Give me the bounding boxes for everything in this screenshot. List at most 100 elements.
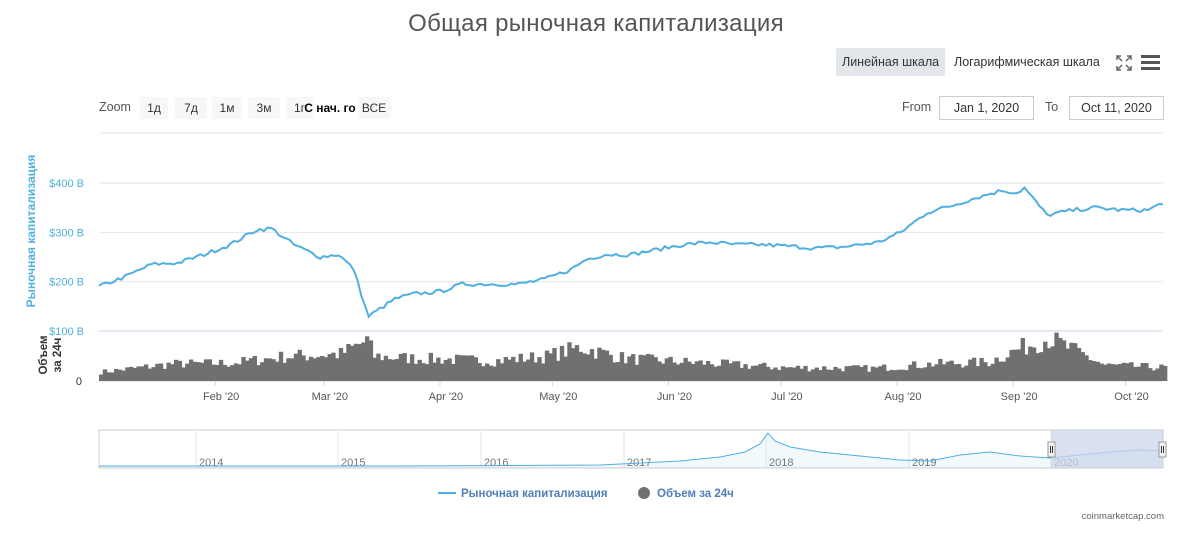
- range-from-input[interactable]: Jan 1, 2020: [939, 96, 1034, 120]
- volume-bar: [578, 351, 583, 381]
- volume-bar: [619, 352, 625, 381]
- volume-bar: [983, 362, 988, 381]
- x-tick-label: Sep '20: [1001, 391, 1038, 403]
- volume-bar: [709, 364, 715, 381]
- volume-bar: [263, 358, 269, 381]
- log-scale-button[interactable]: Логарифмическая шкала: [948, 48, 1106, 76]
- volume-bar: [642, 355, 647, 381]
- volume-bar: [1151, 370, 1157, 381]
- volume-bar: [320, 356, 325, 381]
- volume-bar: [1118, 363, 1123, 381]
- zoom-1y-button[interactable]: 1г: [286, 97, 314, 119]
- volume-bar: [1163, 365, 1168, 381]
- volume-bar: [1091, 361, 1097, 381]
- volume-bar: [466, 355, 471, 381]
- volume-bar: [1084, 355, 1089, 381]
- volume-bar: [151, 367, 156, 381]
- volume-bar: [825, 369, 831, 381]
- volume-bar: [267, 358, 272, 381]
- chart-title: Общая рыночная капитализация: [408, 10, 784, 37]
- volume-bar: [604, 350, 610, 381]
- linear-scale-button[interactable]: Линейная шкала: [836, 48, 946, 76]
- volume-bar: [541, 363, 546, 381]
- x-tick-label: Oct '20: [1114, 391, 1149, 403]
- x-tick-label: Aug '20: [885, 391, 922, 403]
- volume-bar: [938, 358, 943, 381]
- zoom-1d-button[interactable]: 1д: [140, 97, 168, 119]
- volume-bar: [514, 362, 520, 381]
- volume-bar: [286, 358, 291, 381]
- x-tick-label: May '20: [539, 391, 577, 403]
- navigator-handle[interactable]: [1158, 441, 1167, 458]
- volume-bar: [282, 362, 287, 381]
- volume-bar: [878, 366, 883, 381]
- volume-bar: [398, 353, 404, 381]
- volume-bar: [492, 366, 497, 381]
- volume-bar: [394, 358, 400, 381]
- volume-bar: [941, 364, 947, 381]
- volume-bar: [679, 362, 685, 381]
- range-to-input[interactable]: Oct 11, 2020: [1069, 96, 1164, 120]
- x-tick-label: Mar '20: [312, 391, 348, 403]
- volume-bar: [128, 366, 134, 381]
- volume-bar: [544, 350, 550, 381]
- volume-bar: [863, 365, 868, 381]
- volume-bar: [586, 354, 591, 381]
- volume-bar: [623, 363, 628, 381]
- volume-bar: [102, 369, 108, 381]
- zoom-ytd-button[interactable]: С нач. го: [304, 101, 356, 115]
- volume-bar: [526, 359, 531, 381]
- volume-bar: [1148, 368, 1153, 381]
- fullscreen-icon[interactable]: [1116, 55, 1132, 71]
- volume-bar: [803, 365, 808, 381]
- volume-bar: [627, 356, 632, 381]
- legend-label-volume[interactable]: Объем за 24ч: [657, 488, 734, 500]
- volume-bar: [308, 356, 314, 381]
- volume-bar: [106, 372, 111, 381]
- volume-bar: [799, 368, 804, 381]
- volume-bar: [140, 366, 145, 381]
- zoom-1m-button[interactable]: 1м: [212, 97, 242, 119]
- y-tick-label: $200 B: [49, 277, 84, 289]
- volume-bar: [458, 355, 464, 381]
- volume-bar: [634, 364, 640, 381]
- zoom-7d-button[interactable]: 7д: [175, 97, 207, 119]
- volume-bar: [537, 357, 542, 381]
- volume-bar: [338, 347, 344, 381]
- volume-bar: [166, 362, 171, 381]
- volume-bar: [934, 364, 939, 381]
- volume-bar: [968, 359, 973, 381]
- navigator-handle[interactable]: [1047, 441, 1056, 458]
- menu-icon[interactable]: [1141, 54, 1161, 70]
- volume-bar: [833, 366, 838, 381]
- volume-bar: [1076, 347, 1082, 381]
- legend-marker-volume: [638, 487, 650, 499]
- volume-bar: [342, 352, 347, 381]
- volume-bar: [383, 355, 389, 381]
- y2-tick-label: 0: [76, 376, 82, 388]
- volume-bar: [1016, 349, 1022, 381]
- volume-bar: [956, 363, 962, 381]
- navigator-frame: [98, 429, 1164, 469]
- volume-bar: [930, 366, 936, 381]
- volume-bar: [923, 367, 928, 381]
- legend-label-market-cap[interactable]: Рыночная капитализация: [461, 488, 607, 500]
- volume-bar: [994, 357, 999, 381]
- zoom-all-button[interactable]: ВСЕ: [358, 97, 390, 119]
- zoom-3m-button[interactable]: 3м: [248, 97, 280, 119]
- volume-bar: [132, 367, 138, 381]
- volume-bar: [1159, 364, 1164, 381]
- credit-link[interactable]: coinmarketcap.com: [1081, 511, 1164, 522]
- volume-bar: [720, 359, 726, 381]
- volume-bar: [252, 355, 257, 381]
- volume-bar: [454, 354, 460, 381]
- volume-bar: [117, 369, 123, 381]
- volume-bar: [361, 342, 366, 381]
- volume-bar: [1125, 363, 1130, 381]
- volume-bar: [529, 352, 535, 381]
- volume-bar: [788, 367, 793, 381]
- volume-bar: [158, 363, 164, 381]
- volume-bar: [503, 356, 508, 381]
- volume-bar: [1001, 361, 1007, 381]
